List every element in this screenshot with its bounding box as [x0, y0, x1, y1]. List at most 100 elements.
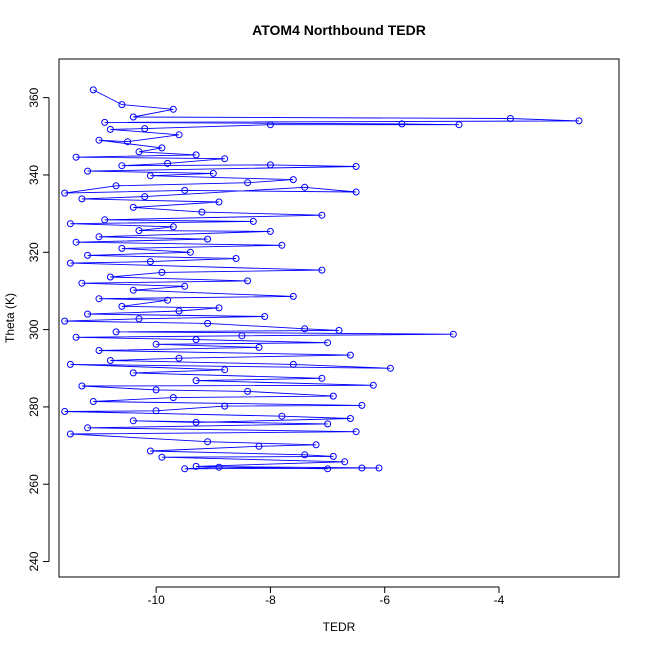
data-point: [78, 279, 86, 287]
plot-area: -10 -8 -6 -4 240 260 280 300 320 340 360: [27, 58, 620, 607]
data-point: [192, 377, 200, 385]
y-tick-label: 240: [27, 551, 41, 571]
data-point: [146, 172, 154, 180]
data-point: [158, 453, 166, 461]
data-point: [72, 153, 80, 161]
data-point: [84, 424, 92, 432]
data-point: [301, 325, 309, 333]
data-point: [106, 273, 114, 281]
data-point: [169, 105, 177, 113]
data-point: [95, 347, 103, 354]
data-point: [232, 255, 240, 262]
data-point: [358, 464, 366, 472]
data-point: [89, 86, 97, 94]
data-point: [266, 161, 274, 169]
data-point: [266, 227, 274, 235]
data-point: [78, 195, 86, 203]
data-point: [175, 354, 183, 362]
data-point: [375, 464, 383, 472]
data-point: [66, 360, 74, 368]
data-point: [301, 451, 309, 459]
data-point: [164, 159, 172, 167]
y-tick-label: 280: [27, 397, 41, 417]
data-point: [215, 198, 223, 206]
data-point: [255, 343, 263, 351]
data-point: [398, 120, 406, 128]
data-point: [352, 428, 360, 436]
data-point: [352, 188, 360, 196]
series-line: [64, 89, 580, 470]
data-point: [175, 131, 183, 139]
plot-frame: [58, 58, 620, 578]
y-axis-label: Theta (K): [3, 293, 17, 343]
data-point: [106, 357, 114, 364]
data-point: [204, 438, 212, 446]
data-point: [278, 412, 286, 420]
data-point: [61, 408, 69, 415]
data-point: [95, 295, 103, 303]
data-point: [61, 189, 69, 197]
data-point: [152, 386, 160, 394]
data-point: [84, 251, 92, 259]
data-point: [78, 382, 86, 390]
data-point: [209, 169, 217, 177]
data-point: [386, 364, 394, 372]
data-point: [181, 465, 189, 473]
data-point: [101, 118, 109, 126]
data-point: [129, 203, 137, 211]
data-point: [369, 381, 377, 389]
data-point: [192, 151, 200, 159]
data-point: [175, 307, 183, 315]
data-point: [169, 394, 177, 402]
data-point: [318, 374, 326, 382]
data-point: [129, 113, 137, 121]
data-point: [66, 220, 74, 228]
x-tick-label: -6: [379, 593, 390, 607]
data-point: [289, 292, 297, 300]
data-point: [289, 176, 297, 184]
data-point: [255, 442, 263, 450]
data-point: [289, 360, 297, 368]
data-point: [329, 392, 337, 400]
data-point: [318, 211, 326, 219]
data-point: [266, 121, 274, 129]
data-point: [84, 167, 92, 175]
data-point: [244, 387, 252, 395]
data-point: [341, 458, 349, 466]
data-point: [352, 163, 360, 170]
data-point: [346, 351, 354, 359]
data-point: [118, 101, 126, 109]
data-point: [192, 336, 200, 344]
data-point: [249, 217, 257, 225]
data-point: [72, 238, 80, 246]
data-point: [318, 266, 326, 274]
data-point: [329, 452, 337, 460]
data-point: [204, 319, 212, 327]
data-point: [164, 296, 172, 304]
data-point: [301, 183, 309, 191]
y-tick-label: 260: [27, 474, 41, 494]
data-point: [335, 326, 343, 334]
data-point: [181, 282, 189, 290]
data-point: [506, 115, 514, 122]
data-point: [118, 162, 126, 170]
data-point: [244, 179, 252, 187]
y-tick-label: 300: [27, 319, 41, 339]
data-point: [141, 193, 149, 201]
data-point: [192, 418, 200, 426]
data-point: [118, 302, 126, 310]
data-point: [158, 268, 166, 276]
data-point: [198, 208, 206, 216]
x-axis-label: TEDR: [323, 620, 356, 634]
data-point: [101, 216, 109, 224]
data-point: [575, 117, 583, 125]
data-point: [215, 463, 223, 471]
data-point: [72, 333, 80, 341]
data-point: [89, 398, 97, 405]
x-tick-label: -10: [147, 593, 165, 607]
data-point: [95, 233, 103, 241]
data-point: [169, 223, 177, 231]
